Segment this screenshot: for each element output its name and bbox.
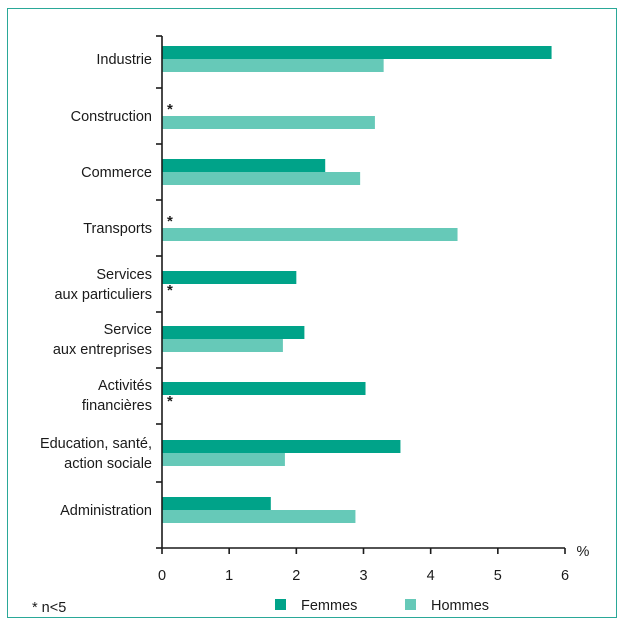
legend-label-hommes: Hommes [431, 598, 489, 614]
bar-femmes-7 [162, 440, 401, 453]
bar-hommes-2 [162, 172, 361, 185]
category-label: Commerce [81, 165, 152, 181]
bar-femmes-8 [162, 497, 271, 510]
category-label: Education, santé, [40, 436, 152, 452]
footnote: * n<5 [32, 600, 66, 616]
bar-femmes-4 [162, 271, 297, 284]
category-label: aux particuliers [54, 287, 152, 303]
x-tick-label: 4 [427, 568, 435, 584]
category-label: Activités [98, 378, 152, 394]
missing-value-marker: * [167, 282, 173, 299]
x-tick-label: 0 [158, 568, 166, 584]
legend-swatch-femmes [275, 599, 286, 610]
category-label: Construction [71, 109, 152, 125]
category-label: Services [96, 267, 152, 283]
bar-hommes-1 [162, 116, 375, 129]
bar-femmes-0 [162, 46, 552, 59]
missing-value-marker: * [167, 213, 173, 230]
legend-swatch-hommes [405, 599, 416, 610]
bar-femmes-6 [162, 382, 366, 395]
x-tick-label: 1 [225, 568, 233, 584]
bar-hommes-7 [162, 453, 285, 466]
category-label: Transports [83, 221, 152, 237]
missing-value-marker: * [167, 393, 173, 410]
category-label: aux entreprises [53, 342, 152, 358]
x-tick-label: 2 [292, 568, 300, 584]
bar-hommes-8 [162, 510, 356, 523]
legend-label-femmes: Femmes [301, 598, 357, 614]
category-label: action sociale [64, 456, 152, 472]
bar-femmes-5 [162, 326, 305, 339]
category-label: Administration [60, 503, 152, 519]
x-tick-label: 6 [561, 568, 569, 584]
category-label: financières [82, 398, 152, 414]
category-label: Industrie [96, 52, 152, 68]
category-label: Service [104, 322, 152, 338]
bar-femmes-2 [162, 159, 326, 172]
bar-hommes-5 [162, 339, 283, 352]
x-unit-label: % [577, 544, 590, 560]
x-tick-label: 3 [359, 568, 367, 584]
bar-hommes-3 [162, 228, 458, 241]
missing-value-marker: * [167, 101, 173, 118]
x-tick-label: 5 [494, 568, 502, 584]
bar-hommes-0 [162, 59, 384, 72]
